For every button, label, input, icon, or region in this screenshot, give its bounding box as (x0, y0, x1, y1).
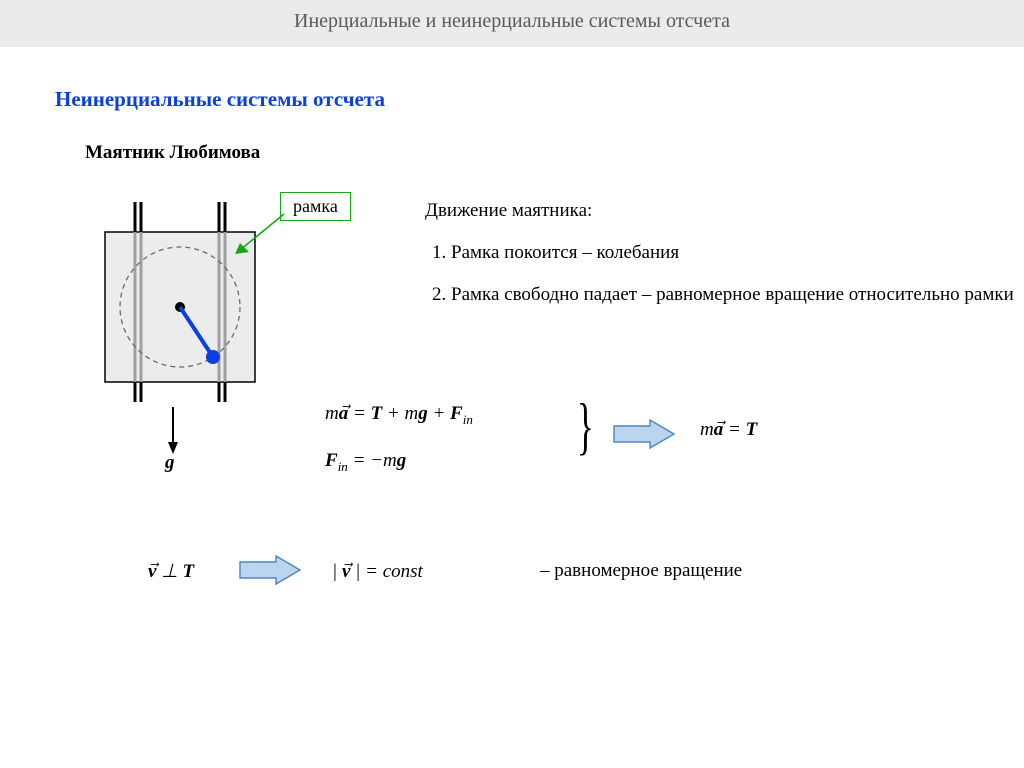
equation-perp: v⃗ ⊥ T (148, 560, 194, 583)
header-title: Инерциальные и неинерциальные системы от… (294, 10, 730, 32)
implies-arrow-2 (236, 554, 306, 586)
description-block: Движение маятника: Рамка покоится – коле… (425, 194, 1014, 321)
description-item: Рамка свободно падает – равномерное вращ… (451, 278, 1014, 312)
equation-result-1: ma⃗ = T (700, 418, 757, 441)
equation-const: | v⃗ | = const (332, 560, 423, 583)
description-item: Рамка покоится – колебания (451, 236, 1014, 270)
subtitle: Неинерциальные системы отсчета (55, 87, 1024, 112)
description-list: Рамка покоится – колебания Рамка свободн… (425, 236, 1014, 312)
frame-label-text: рамка (293, 196, 338, 216)
frame-label-box: рамка (280, 192, 351, 221)
curly-brace: } (577, 394, 594, 458)
equation-1: ma⃗ = T + mg + Fin (325, 402, 473, 428)
implies-arrow-1 (610, 418, 680, 450)
description-heading: Движение маятника: (425, 194, 1014, 228)
green-arrow (230, 210, 288, 260)
equation-block: ma⃗ = T + mg + Fin Fin = −mg (325, 392, 473, 485)
page-header: Инерциальные и неинерциальные системы от… (0, 0, 1024, 47)
g-label: g (165, 452, 175, 474)
section-title: Маятник Любимова (85, 142, 1024, 164)
equation-2: Fin = −mg (325, 450, 473, 475)
conclusion-text: – равномерное вращение (540, 560, 742, 582)
